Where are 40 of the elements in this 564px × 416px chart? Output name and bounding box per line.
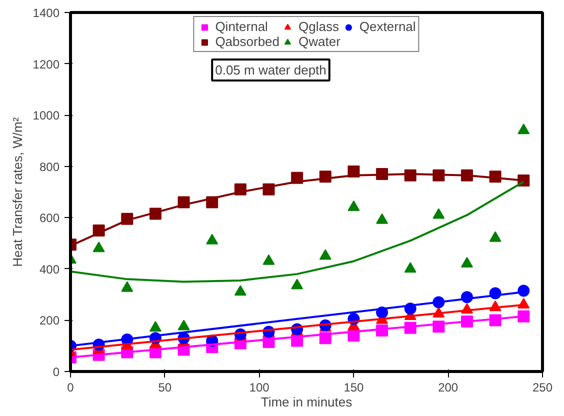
- y-tick-label: 1200: [32, 57, 60, 72]
- annotation: 0.05 m water depth: [215, 62, 326, 78]
- y-tick-label: 200: [39, 314, 60, 328]
- x-axis-title: Time in minutes: [260, 394, 353, 410]
- point: [404, 262, 416, 273]
- x-tick-label: 50: [158, 380, 172, 394]
- point: [234, 285, 246, 296]
- y-tick-label: 1000: [32, 108, 60, 123]
- point: [262, 254, 275, 265]
- point: [206, 234, 218, 244]
- y-tick-label: 600: [39, 211, 60, 226]
- y-tick-label: 0: [52, 365, 60, 379]
- point: [518, 284, 530, 297]
- point: [92, 242, 105, 252]
- y-axis-title: Heat Transfer rates, W/m²: [10, 116, 25, 267]
- point: [518, 124, 530, 134]
- y-tick-label: 400: [39, 262, 60, 276]
- y-tick-label: 1400: [32, 6, 60, 20]
- y-tick-label: 800: [39, 160, 60, 174]
- point: [121, 281, 134, 292]
- point: [348, 200, 360, 212]
- x-tick-label: 150: [344, 380, 364, 394]
- x-tick-label: 0: [67, 380, 74, 394]
- point: [432, 208, 445, 219]
- x-tick-label: 200: [438, 380, 458, 394]
- legend-label: Qglass: [298, 19, 339, 34]
- legend-label: Qexternal: [359, 19, 416, 34]
- x-tick-label: 100: [249, 380, 270, 394]
- point: [149, 321, 162, 332]
- point: [291, 278, 304, 290]
- point: [489, 231, 502, 242]
- point: [376, 213, 388, 224]
- legend-label: Qinternal: [215, 19, 268, 34]
- point: [518, 310, 530, 322]
- x-tick-label: 250: [532, 380, 553, 394]
- point: [460, 256, 473, 268]
- point: [319, 249, 332, 260]
- legend-label: Qwater: [298, 34, 340, 49]
- legend-label: Qabsorbed: [215, 34, 280, 49]
- point: [178, 320, 190, 330]
